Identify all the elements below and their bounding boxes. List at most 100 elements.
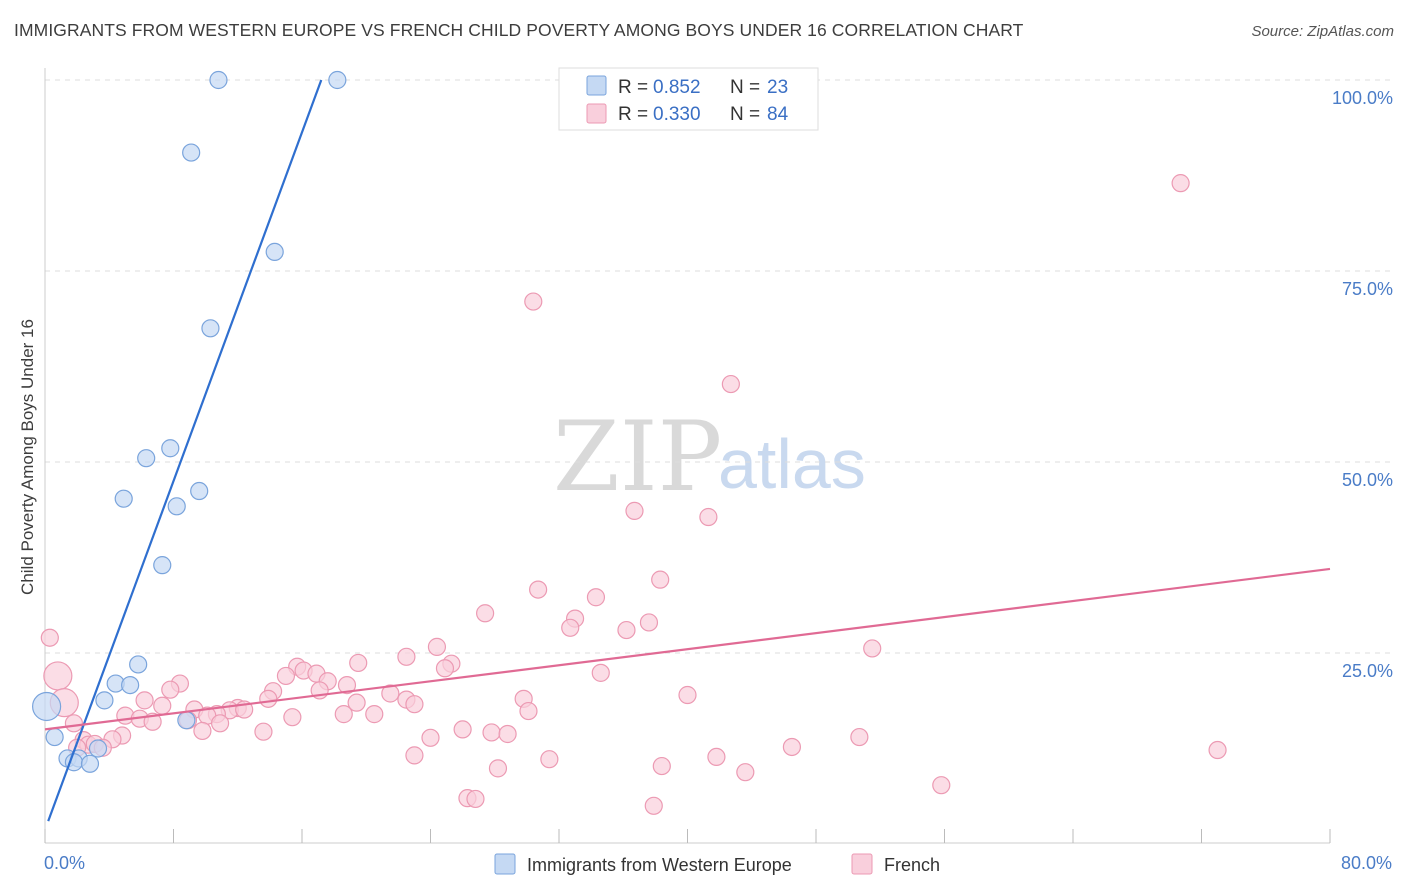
french-point	[644, 796, 663, 815]
immigrants-point	[161, 439, 180, 458]
immigrants-point	[209, 70, 228, 90]
immigrants-point	[328, 70, 347, 90]
y-tick-label-100: 100.0%	[1332, 88, 1393, 108]
immigrants-point	[190, 481, 209, 501]
french-point	[678, 685, 697, 705]
immigrants-point	[129, 655, 148, 674]
correlation-legend: R = 0.852 N = 23 R = 0.330 N = 84	[558, 67, 819, 131]
immigrants-point	[167, 497, 186, 516]
french-point	[591, 663, 610, 682]
french-point	[153, 696, 172, 715]
french-point	[259, 689, 278, 708]
series-legend-swatch-french	[851, 853, 873, 875]
french-point	[349, 653, 368, 673]
immigrants-point	[88, 739, 108, 758]
french-point	[466, 789, 485, 809]
french-point	[1208, 740, 1227, 760]
french-point	[427, 637, 447, 656]
watermark-zip: ZIP	[553, 401, 722, 513]
chart-title: IMMIGRANTS FROM WESTERN EUROPE VS FRENCH…	[14, 20, 1024, 40]
immigrants-point	[265, 242, 284, 261]
y-tick-label-50: 50.0%	[1342, 470, 1393, 490]
french-point	[135, 691, 154, 710]
series-legend-swatch-immigrants	[494, 853, 516, 875]
french-point	[337, 675, 357, 695]
french-point	[707, 747, 726, 767]
y-tick-label-25: 25.0%	[1342, 661, 1393, 681]
french-point	[161, 680, 180, 699]
legend-r-label-2: R =	[618, 104, 648, 125]
y-axis-title: Child Poverty Among Boys Under 16	[18, 319, 37, 595]
french-point	[617, 620, 636, 640]
french-point	[863, 639, 882, 658]
legend-n-label-1: N =	[730, 77, 760, 98]
immigrants-point	[80, 754, 100, 773]
french-point	[625, 501, 644, 520]
watermark-atlas: atlas	[718, 425, 866, 503]
immigrants-point	[201, 319, 220, 338]
french-trend-line	[44, 567, 1331, 731]
french-point	[736, 763, 755, 782]
french-point	[254, 722, 273, 741]
immigrants-point	[114, 489, 133, 508]
french-point	[405, 746, 424, 765]
french-point	[210, 714, 230, 733]
legend-n-value-1: 23	[767, 77, 788, 98]
french-point	[524, 292, 543, 311]
x-tick-label-min: 0.0%	[44, 853, 85, 873]
source-credit: Source: ZipAtlas.com	[1251, 23, 1394, 40]
french-point	[586, 588, 606, 607]
french-point	[453, 720, 472, 739]
legend-swatch-blue	[586, 75, 607, 96]
series-legend: Immigrants from Western Europe French	[494, 853, 940, 875]
french-point	[365, 705, 384, 724]
french-point	[193, 721, 212, 741]
gridlines	[45, 79, 1390, 654]
french-point	[519, 701, 538, 721]
trend-lines	[44, 79, 1331, 822]
immigrants-point	[182, 143, 201, 162]
immigrants-points	[32, 70, 347, 773]
french-point	[476, 604, 495, 623]
immigrants-point	[32, 691, 62, 722]
french-point	[652, 756, 671, 776]
immigrants-point	[95, 691, 114, 710]
french-point	[850, 727, 869, 747]
series-legend-label-french: French	[884, 855, 940, 875]
immigrants-point	[153, 556, 172, 575]
legend-r-value-1: 0.852	[653, 77, 701, 98]
french-point	[1171, 174, 1190, 193]
french-point	[721, 374, 740, 394]
french-point	[381, 684, 400, 703]
french-point	[64, 714, 84, 733]
french-point	[482, 723, 501, 742]
x-tick-label-max: 80.0%	[1341, 853, 1392, 873]
french-point	[932, 776, 951, 795]
french-point	[529, 580, 548, 599]
french-point	[397, 647, 416, 666]
french-point	[40, 628, 59, 647]
french-point	[651, 570, 670, 589]
french-points	[40, 174, 1227, 815]
french-point	[421, 728, 440, 747]
french-point	[782, 737, 802, 757]
french-point	[334, 705, 353, 724]
legend-n-value-2: 84	[767, 104, 789, 125]
immigrants-trend-line	[47, 79, 323, 822]
french-point	[276, 666, 296, 686]
immigrants-point	[45, 727, 64, 747]
legend-r-value-2: 0.330	[653, 104, 701, 125]
french-point	[540, 750, 559, 769]
french-point	[405, 695, 424, 714]
legend-n-label-2: N =	[730, 104, 760, 125]
french-point	[283, 708, 302, 727]
y-tick-label-75: 75.0%	[1342, 279, 1393, 299]
immigrants-point	[121, 675, 140, 695]
legend-r-label-1: R =	[618, 77, 648, 98]
series-legend-label-immigrants: Immigrants from Western Europe	[527, 855, 792, 875]
french-point	[498, 724, 517, 744]
immigrants-point	[137, 449, 156, 468]
immigrants-point	[177, 711, 196, 730]
y-tick-labels: 25.0% 50.0% 75.0% 100.0%	[1332, 88, 1393, 681]
